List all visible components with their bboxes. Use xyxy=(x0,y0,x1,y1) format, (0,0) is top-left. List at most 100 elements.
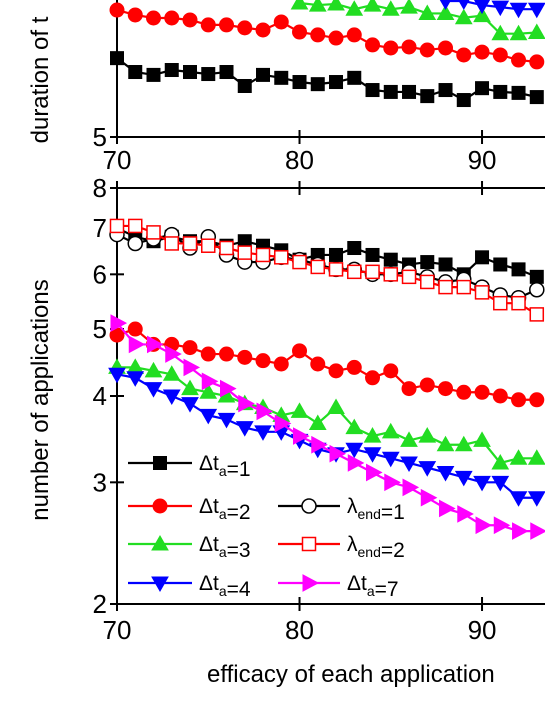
marker xyxy=(144,382,163,398)
marker xyxy=(237,349,253,365)
legend-marker xyxy=(151,534,169,551)
marker xyxy=(511,85,526,100)
marker xyxy=(146,225,161,240)
marker xyxy=(383,40,399,56)
marker xyxy=(347,454,365,472)
x-tick-label: 90 xyxy=(468,615,497,645)
marker xyxy=(127,321,143,337)
legend-marker xyxy=(302,574,320,592)
legend-label: Δta=4 xyxy=(199,572,251,601)
marker xyxy=(219,240,234,256)
marker xyxy=(164,10,180,26)
legend-marker xyxy=(151,576,169,593)
marker xyxy=(509,24,528,41)
marker xyxy=(457,505,474,523)
marker xyxy=(108,367,126,384)
marker xyxy=(439,499,456,518)
marker xyxy=(274,414,292,433)
marker xyxy=(164,236,180,251)
marker xyxy=(400,456,418,472)
plot-area xyxy=(109,0,545,108)
marker xyxy=(162,365,181,381)
marker xyxy=(418,461,437,477)
marker xyxy=(347,241,362,256)
y-tick-label: 8 xyxy=(93,173,107,203)
x-tick-label: 70 xyxy=(103,615,132,645)
legend-marker xyxy=(301,498,317,514)
y-tick-label: 6 xyxy=(93,259,107,289)
x-tick-label: 70 xyxy=(103,145,132,175)
marker xyxy=(182,340,198,356)
legend-label: Δta=2 xyxy=(199,495,251,524)
marker xyxy=(365,83,380,98)
marker xyxy=(273,14,289,30)
marker xyxy=(438,83,453,98)
marker xyxy=(256,402,274,421)
legend-label: λend=2 xyxy=(347,533,405,562)
marker xyxy=(420,488,438,507)
marker xyxy=(454,8,473,25)
marker xyxy=(527,23,545,40)
marker xyxy=(110,314,128,332)
marker xyxy=(400,0,418,14)
marker xyxy=(128,218,143,234)
marker xyxy=(491,0,510,17)
series-line xyxy=(116,57,538,102)
marker xyxy=(329,247,344,262)
marker xyxy=(127,7,143,23)
marker xyxy=(438,381,454,397)
marker xyxy=(181,397,199,413)
marker xyxy=(365,264,380,280)
marker xyxy=(128,335,146,354)
marker xyxy=(219,17,235,33)
marker xyxy=(199,383,218,399)
marker xyxy=(217,412,236,429)
marker xyxy=(400,431,418,447)
marker xyxy=(363,0,382,12)
marker xyxy=(529,392,545,408)
legend-marker xyxy=(152,498,168,514)
marker xyxy=(310,259,326,275)
marker xyxy=(473,0,491,15)
y-tick-label: 3 xyxy=(93,467,107,497)
marker xyxy=(436,465,455,482)
marker xyxy=(456,93,471,108)
marker xyxy=(274,70,289,85)
marker xyxy=(255,22,271,38)
marker xyxy=(292,24,308,40)
marker xyxy=(493,84,508,99)
marker xyxy=(527,449,545,465)
marker xyxy=(473,6,491,23)
marker xyxy=(254,425,272,441)
marker xyxy=(274,250,289,265)
marker xyxy=(327,0,345,11)
marker xyxy=(401,39,417,55)
x-tick-label: 80 xyxy=(285,145,314,175)
marker xyxy=(473,431,491,447)
marker xyxy=(381,422,400,439)
marker xyxy=(383,267,399,282)
marker xyxy=(144,361,163,378)
marker xyxy=(147,335,164,354)
series-line xyxy=(116,327,537,401)
marker xyxy=(237,245,253,260)
marker xyxy=(200,346,216,362)
marker xyxy=(492,47,508,63)
legend-label: Δta=7 xyxy=(347,572,399,601)
marker xyxy=(126,371,145,387)
marker xyxy=(329,444,347,463)
marker xyxy=(308,0,327,12)
marker xyxy=(474,384,490,400)
marker xyxy=(109,218,125,234)
marker xyxy=(310,77,325,92)
marker xyxy=(183,358,201,377)
y-tick-label: 7 xyxy=(93,213,107,243)
marker xyxy=(438,257,453,272)
marker xyxy=(366,463,383,482)
marker xyxy=(475,250,490,265)
marker xyxy=(128,65,143,80)
x-axis-label: efficacy of each application xyxy=(207,661,495,688)
marker xyxy=(347,70,362,85)
x-tick-label: 90 xyxy=(468,145,497,175)
marker xyxy=(181,379,199,396)
